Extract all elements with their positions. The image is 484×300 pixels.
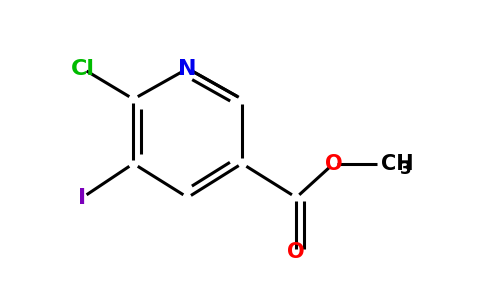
Text: 3: 3 bbox=[400, 160, 411, 178]
Text: O: O bbox=[287, 242, 305, 262]
Text: CH: CH bbox=[381, 154, 414, 174]
Text: N: N bbox=[179, 58, 197, 79]
Text: O: O bbox=[325, 154, 343, 174]
Text: Cl: Cl bbox=[71, 58, 94, 79]
Text: I: I bbox=[78, 188, 87, 208]
